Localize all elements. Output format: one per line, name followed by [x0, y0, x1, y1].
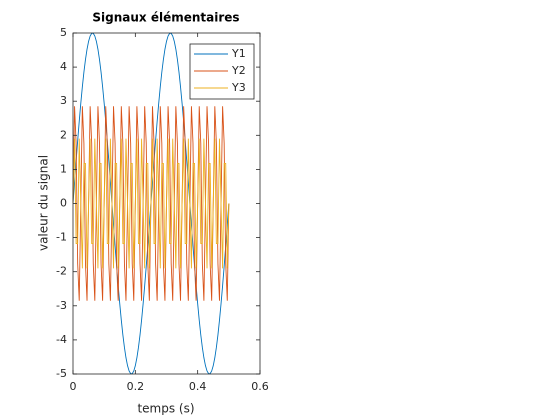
y-axis-label: valeur du signal — [37, 155, 51, 251]
y-tick-label: 1 — [60, 162, 67, 175]
y-tick-label: -3 — [56, 299, 67, 312]
legend-label: Y2 — [231, 64, 246, 77]
y-tick-label: -1 — [56, 231, 67, 244]
x-tick-label: 0.6 — [251, 380, 269, 393]
x-tick-label: 0.4 — [189, 380, 207, 393]
x-axis-label: temps (s) — [137, 402, 194, 416]
line-series — [72, 138, 230, 269]
y-tick-label: -5 — [56, 367, 67, 380]
legend-label: Y1 — [231, 47, 246, 60]
y-tick-label: 5 — [60, 26, 67, 39]
x-tick-label: 0.2 — [127, 380, 145, 393]
legend-label: Y3 — [231, 81, 246, 94]
y-tick-label: 3 — [60, 94, 67, 107]
y-tick-label: 0 — [60, 197, 67, 210]
y-tick-label: 2 — [60, 128, 67, 141]
y-tick-label: 4 — [60, 60, 67, 73]
x-tick-label: 0 — [70, 380, 77, 393]
chart-title: Signaux élémentaires — [92, 11, 239, 25]
y-tick-label: -2 — [56, 265, 67, 278]
y-tick-label: -4 — [56, 333, 67, 346]
